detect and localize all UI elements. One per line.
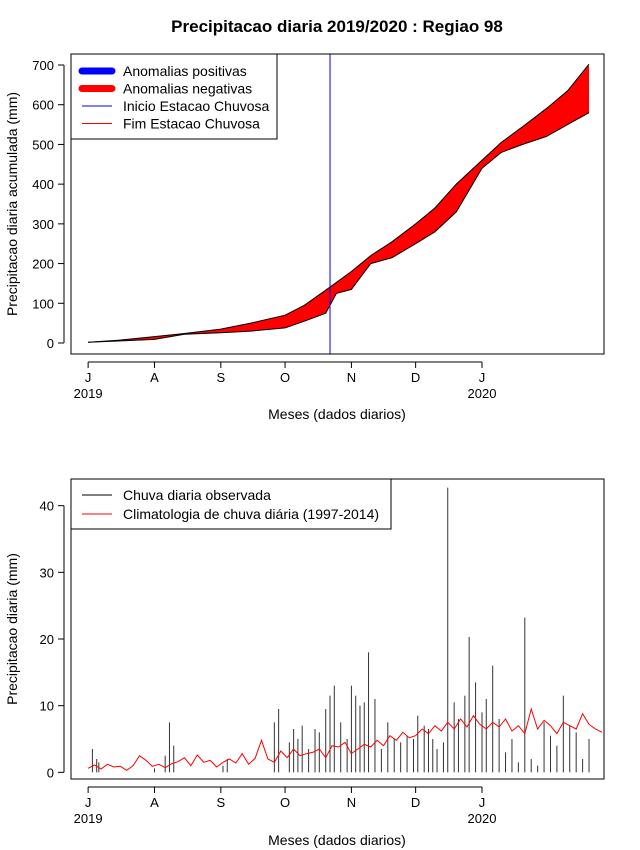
- x-tick-label: J: [85, 795, 92, 810]
- y-tick-label: 700: [32, 58, 54, 73]
- legend-label: Anomalias negativas: [123, 81, 252, 97]
- y-axis-bottom: 0 10 20 30 40: [40, 499, 65, 780]
- x-tick-label: S: [217, 370, 226, 385]
- x-tick-label: J: [85, 370, 92, 385]
- legend-label: Anomalias positivas: [123, 63, 247, 79]
- x-tick-label: N: [347, 370, 356, 385]
- y-tick-label: 0: [47, 765, 54, 780]
- x-axis-label-bottom: Meses (dados diarios): [268, 832, 406, 848]
- y-axis-label-top: Precipitacao diaria acumulada (mm): [4, 92, 20, 316]
- legend-bottom: Chuva diaria observada Climatologia de ch…: [70, 478, 392, 530]
- x-year-label: 2019: [74, 811, 103, 826]
- y-tick-label: 600: [32, 98, 54, 113]
- y-tick-label: 20: [40, 632, 54, 647]
- y-tick-label: 0: [47, 336, 54, 351]
- legend-label: Climatologia de chuva diária (1997-2014): [123, 506, 379, 522]
- y-tick-label: 400: [32, 177, 54, 192]
- legend-box-bottom: [70, 478, 392, 530]
- x-year-label: 2020: [468, 386, 497, 401]
- climatology-cumulative-line: [88, 63, 590, 343]
- anomaly-fill-layer: [88, 64, 589, 343]
- legend-label: Fim Estacao Chuvosa: [123, 116, 260, 132]
- y-tick-label: 200: [32, 257, 54, 272]
- legend-label: Chuva diaria observada: [123, 487, 271, 503]
- legend-label: Inicio Estacao Chuvosa: [123, 98, 270, 114]
- y-tick-label: 10: [40, 699, 54, 714]
- x-tick-label: S: [217, 795, 226, 810]
- plot-frame-top: [70, 53, 605, 355]
- x-tick-label: N: [347, 795, 356, 810]
- x-axis-label-top: Meses (dados diarios): [268, 406, 406, 422]
- legend-top: Anomalias positivas Anomalias negativasIn…: [70, 53, 278, 140]
- x-tick-label: D: [411, 795, 420, 810]
- cumulative-lines-layer: [88, 63, 590, 343]
- x-tick-label: O: [280, 795, 290, 810]
- observed-cumulative-line: [88, 112, 590, 343]
- x-tick-label: D: [411, 370, 420, 385]
- x-tick-label: J: [479, 795, 486, 810]
- y-tick-label: 500: [32, 137, 54, 152]
- y-tick-label: 100: [32, 296, 54, 311]
- x-year-label: 2020: [468, 811, 497, 826]
- climatology-line-layer: [87, 707, 603, 771]
- y-axis-top: 0 100 200 300 400 500 600 700: [32, 58, 65, 351]
- x-tick-label: A: [150, 370, 159, 385]
- x-year-label: 2019: [74, 386, 103, 401]
- y-axis-label-bottom: Precipitacao diaria (mm): [4, 553, 20, 705]
- negative-anomaly-area: [88, 64, 589, 343]
- x-tick-label: A: [150, 795, 159, 810]
- y-tick-label: 40: [40, 499, 54, 514]
- y-tick-label: 30: [40, 565, 54, 580]
- climatology-daily-line: [87, 707, 603, 771]
- daily-bars-layer: [91, 487, 590, 773]
- chart-title: Precipitacao diaria 2019/2020 : Regiao 9…: [171, 17, 503, 36]
- x-tick-label: J: [479, 370, 486, 385]
- x-tick-label: O: [280, 370, 290, 385]
- y-tick-label: 300: [32, 217, 54, 232]
